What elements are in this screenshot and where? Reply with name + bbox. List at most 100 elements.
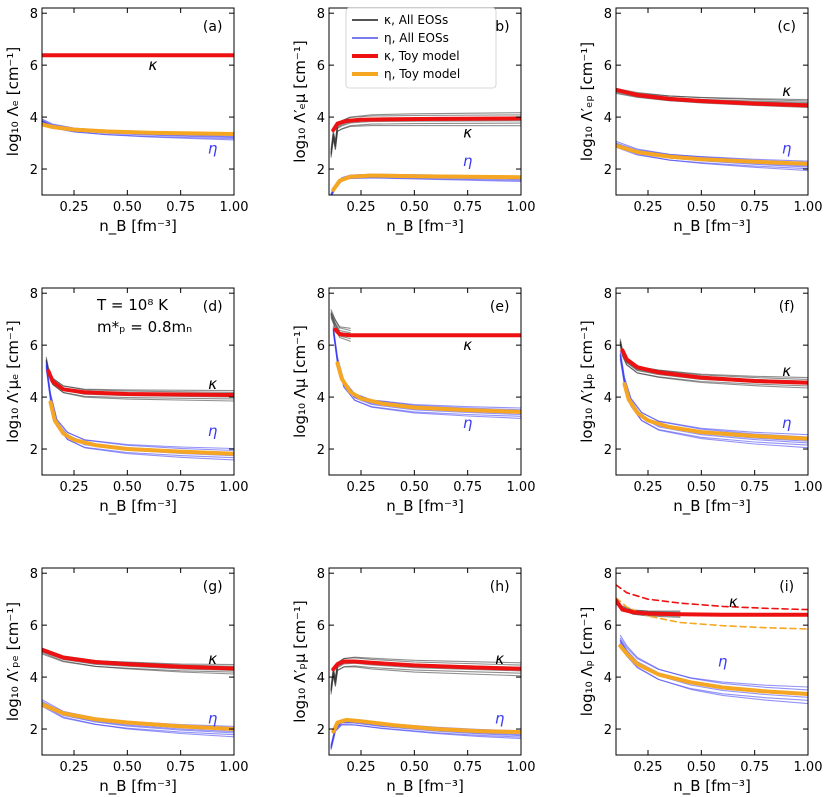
- series-line: [330, 312, 351, 334]
- panel-label: (d): [203, 299, 223, 315]
- legend-box: [345, 7, 497, 89]
- axes-frame: [328, 567, 522, 756]
- plot-area: [619, 338, 808, 449]
- panel-e: 0.25 0.50 0.75 1.00 2 4 6 8 n_B [fm⁻³] log₁₀ Λμ […: [291, 287, 535, 516]
- series-line: [332, 332, 521, 417]
- x-tick-label: 1.00: [220, 480, 249, 495]
- eta-annotation: η: [208, 422, 218, 440]
- series-line: [619, 353, 808, 436]
- y-tick-label: 2: [317, 163, 325, 178]
- y-tick-label: 4: [30, 671, 38, 686]
- eta-annotation: η: [208, 139, 218, 157]
- y-tick-label: 4: [30, 391, 38, 406]
- series-line: [42, 653, 234, 673]
- legend-entry: η, Toy model: [384, 67, 460, 81]
- y-axis-label: log₁₀ Λ′ₚμ [cm⁻¹]: [291, 600, 309, 723]
- y-axis-label: log₁₀ Λₚ [cm⁻¹]: [578, 607, 596, 717]
- axes-frame: [615, 287, 809, 476]
- series-line: [616, 143, 808, 166]
- series-line: [616, 584, 808, 611]
- y-tick-label: 6: [30, 339, 38, 354]
- panel-label: (a): [203, 19, 223, 35]
- series-line: [616, 146, 808, 170]
- axes-frame: [41, 7, 235, 196]
- series-line: [330, 665, 521, 695]
- x-tick-label: 0.25: [347, 760, 376, 775]
- plot-area: [330, 309, 521, 419]
- legend-entry: κ, Toy model: [384, 49, 460, 63]
- y-tick-label: 8: [30, 287, 38, 302]
- y-axis-label: log₁₀ Λμ [cm⁻¹]: [291, 325, 309, 438]
- series-line: [616, 598, 808, 617]
- legend-entry: κ, All EOSs: [384, 13, 448, 27]
- axes-frame: [328, 287, 522, 476]
- series-line: [45, 358, 234, 392]
- y-tick-label: 8: [604, 287, 612, 302]
- y-axis-label: log₁₀ Λ′ₑμ [cm⁻¹]: [291, 40, 309, 162]
- y-tick-label: 8: [30, 7, 38, 22]
- panel-i: 0.25 0.50 0.75 1.00 2 4 6 8 n_B [fm⁻³] log₁₀ Λₚ […: [578, 567, 822, 796]
- kappa-annotation: κ: [208, 375, 217, 393]
- eta-annotation: η: [782, 414, 792, 432]
- x-axis-label: n_B [fm⁻³]: [99, 217, 177, 236]
- x-tick-label: 0.50: [400, 480, 429, 495]
- series-line: [619, 634, 808, 691]
- x-tick-label: 0.75: [453, 200, 482, 215]
- y-tick-label: 4: [30, 111, 38, 126]
- x-tick-label: 0.50: [113, 200, 142, 215]
- x-tick-label: 1.00: [220, 760, 249, 775]
- y-tick-label: 2: [317, 443, 325, 458]
- x-tick-label: 0.50: [113, 480, 142, 495]
- panel-g: 0.25 0.50 0.75 1.00 2 4 6 8 n_B [fm⁻³] log₁₀ Λ′ₚₑ…: [4, 567, 248, 796]
- series-line: [616, 597, 808, 630]
- x-tick-label: 1.00: [794, 200, 823, 215]
- series-line: [330, 311, 351, 329]
- y-tick-label: 8: [604, 7, 612, 22]
- series-line: [616, 87, 808, 108]
- axes-frame: [41, 287, 235, 476]
- series-line: [330, 118, 521, 154]
- y-tick-label: 6: [317, 619, 325, 634]
- x-tick-label: 0.75: [166, 760, 195, 775]
- y-tick-label: 8: [317, 7, 325, 22]
- y-tick-label: 6: [30, 619, 38, 634]
- series-line: [42, 702, 234, 731]
- y-tick-label: 8: [317, 287, 325, 302]
- y-tick-label: 2: [30, 163, 38, 178]
- kappa-annotation: κ: [782, 362, 791, 380]
- y-tick-label: 8: [317, 567, 325, 582]
- series-line: [331, 659, 521, 672]
- x-tick-label: 0.75: [453, 760, 482, 775]
- y-tick-label: 2: [604, 443, 612, 458]
- x-tick-label: 0.50: [687, 760, 716, 775]
- x-axis-label: n_B [fm⁻³]: [386, 497, 464, 516]
- series-line: [331, 177, 521, 195]
- axes-frame: [615, 567, 809, 756]
- x-tick-label: 1.00: [794, 760, 823, 775]
- series-line: [330, 724, 521, 751]
- eta-annotation: η: [463, 152, 473, 170]
- panel-label: (g): [203, 579, 223, 595]
- y-axis-label: log₁₀ Λ′μₚ [cm⁻¹]: [578, 320, 596, 443]
- series-line: [45, 368, 234, 459]
- y-tick-label: 4: [604, 391, 612, 406]
- y-axis-label: log₁₀ Λ′ₑₚ [cm⁻¹]: [578, 42, 596, 161]
- series-line: [48, 400, 234, 456]
- y-tick-label: 4: [604, 671, 612, 686]
- x-tick-label: 1.00: [507, 200, 536, 215]
- series-line: [330, 177, 521, 195]
- panel-label: (e): [490, 299, 510, 315]
- x-tick-label: 1.00: [507, 760, 536, 775]
- kappa-annotation: κ: [149, 56, 158, 74]
- x-tick-label: 0.75: [166, 200, 195, 215]
- x-tick-label: 0.50: [687, 480, 716, 495]
- x-tick-label: 0.25: [60, 200, 89, 215]
- x-tick-label: 0.25: [60, 480, 89, 495]
- series-line: [46, 369, 234, 397]
- series-line: [616, 142, 808, 162]
- axes-frame: [41, 567, 235, 756]
- x-tick-label: 1.00: [794, 480, 823, 495]
- x-tick-label: 1.00: [220, 200, 249, 215]
- x-axis-label: n_B [fm⁻³]: [386, 777, 464, 796]
